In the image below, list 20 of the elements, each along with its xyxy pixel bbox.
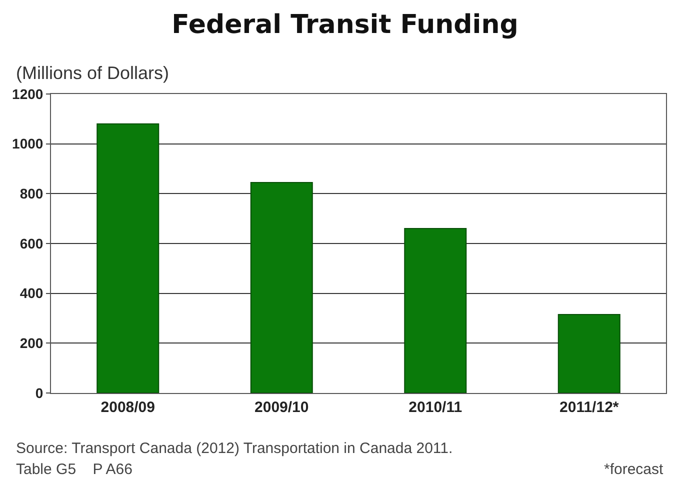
chart-title: Federal Transit Funding bbox=[172, 10, 518, 40]
text: *forecast bbox=[604, 461, 664, 478]
y-tick-label: 600 bbox=[20, 235, 44, 252]
bar bbox=[96, 123, 160, 393]
y-tick-label: 200 bbox=[20, 335, 44, 352]
bar bbox=[404, 228, 467, 393]
source-note: Source: Transport Canada (2012) Transportation in Canada 2011. bbox=[16, 440, 453, 457]
y-tick-label: 400 bbox=[20, 285, 44, 302]
caption: Table G5 P A66 bbox=[16, 461, 132, 478]
x-tick-label: 2009/10 bbox=[254, 399, 309, 416]
x-tick-label: 2010/11 bbox=[408, 399, 462, 416]
y-tick-label: 1000 bbox=[12, 136, 44, 152]
x-tick-label: 2008/09 bbox=[100, 399, 155, 416]
bar bbox=[558, 314, 620, 393]
y-tick-label: 1200 bbox=[12, 86, 44, 102]
x-tick-label: 2011/12* bbox=[560, 399, 619, 416]
chart-subtitle: (Millions of Dollars) bbox=[16, 63, 170, 83]
y-tick-label: 800 bbox=[20, 186, 44, 202]
y-tick-label: 0 bbox=[35, 384, 44, 401]
bar bbox=[250, 182, 313, 393]
